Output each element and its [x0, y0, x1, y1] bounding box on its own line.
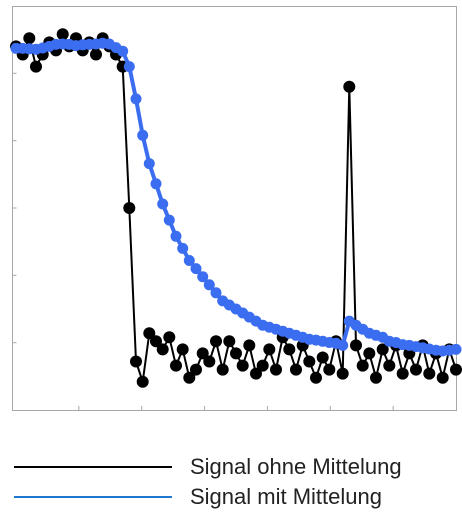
data-point [337, 339, 349, 351]
series-averaged [10, 37, 462, 357]
data-point [163, 214, 175, 226]
data-point [130, 93, 142, 105]
data-point [156, 343, 169, 356]
data-point [23, 32, 36, 45]
data-point [123, 61, 135, 73]
data-point [410, 363, 422, 376]
legend-swatch-1 [14, 466, 172, 468]
data-point [356, 359, 369, 372]
data-point [150, 335, 162, 348]
data-point [176, 343, 189, 356]
data-point [263, 343, 276, 356]
data-point [283, 343, 296, 356]
data-point [163, 331, 176, 344]
data-point [230, 347, 242, 360]
data-point [183, 371, 196, 384]
data-point [130, 355, 142, 368]
data-point [423, 367, 436, 380]
data-point [157, 198, 169, 210]
data-point [170, 359, 182, 372]
data-point [450, 363, 462, 376]
data-point [270, 363, 282, 376]
data-point [143, 327, 156, 340]
data-point [203, 279, 215, 291]
axis-ticks [12, 72, 394, 410]
data-point [143, 158, 155, 170]
data-point [123, 202, 136, 214]
data-point [290, 363, 302, 376]
data-point [310, 371, 322, 384]
data-point [196, 347, 209, 360]
data-point [303, 355, 316, 368]
data-point [243, 339, 256, 352]
data-point [350, 339, 362, 352]
legend-swatch-2 [14, 496, 172, 498]
data-point [210, 335, 222, 348]
data-point [323, 363, 336, 376]
data-point [236, 359, 249, 372]
data-point [450, 343, 462, 355]
data-point [136, 375, 149, 388]
data-point [436, 371, 449, 384]
data-point [203, 355, 216, 368]
data-point [197, 271, 209, 283]
data-point [316, 351, 329, 364]
legend-item-1: Signal ohne Mittelung [0, 452, 462, 482]
data-point [30, 60, 42, 73]
data-point [137, 129, 149, 141]
data-point [190, 363, 202, 376]
data-point [223, 335, 236, 348]
data-point [383, 359, 396, 372]
data-point [396, 367, 409, 380]
data-point [376, 343, 389, 356]
data-point [370, 371, 382, 384]
data-point [90, 48, 102, 61]
data-point [336, 367, 349, 380]
chart [10, 6, 462, 411]
data-point [190, 263, 202, 275]
data-point [216, 363, 229, 376]
legend-label-2: Signal mit Mittelung [190, 484, 382, 509]
data-point [343, 80, 356, 93]
data-point [250, 367, 262, 380]
legend-label-1: Signal ohne Mittelung [190, 454, 402, 479]
legend-item-2: Signal mit Mittelung [0, 482, 462, 512]
series-layer [10, 28, 462, 388]
data-point [256, 359, 269, 372]
data-point [170, 230, 182, 242]
data-point [177, 242, 189, 254]
data-point [183, 255, 195, 266]
data-point [56, 28, 69, 41]
data-point [210, 287, 222, 299]
data-point [363, 347, 376, 360]
data-point [150, 178, 162, 190]
data-point [117, 45, 129, 57]
